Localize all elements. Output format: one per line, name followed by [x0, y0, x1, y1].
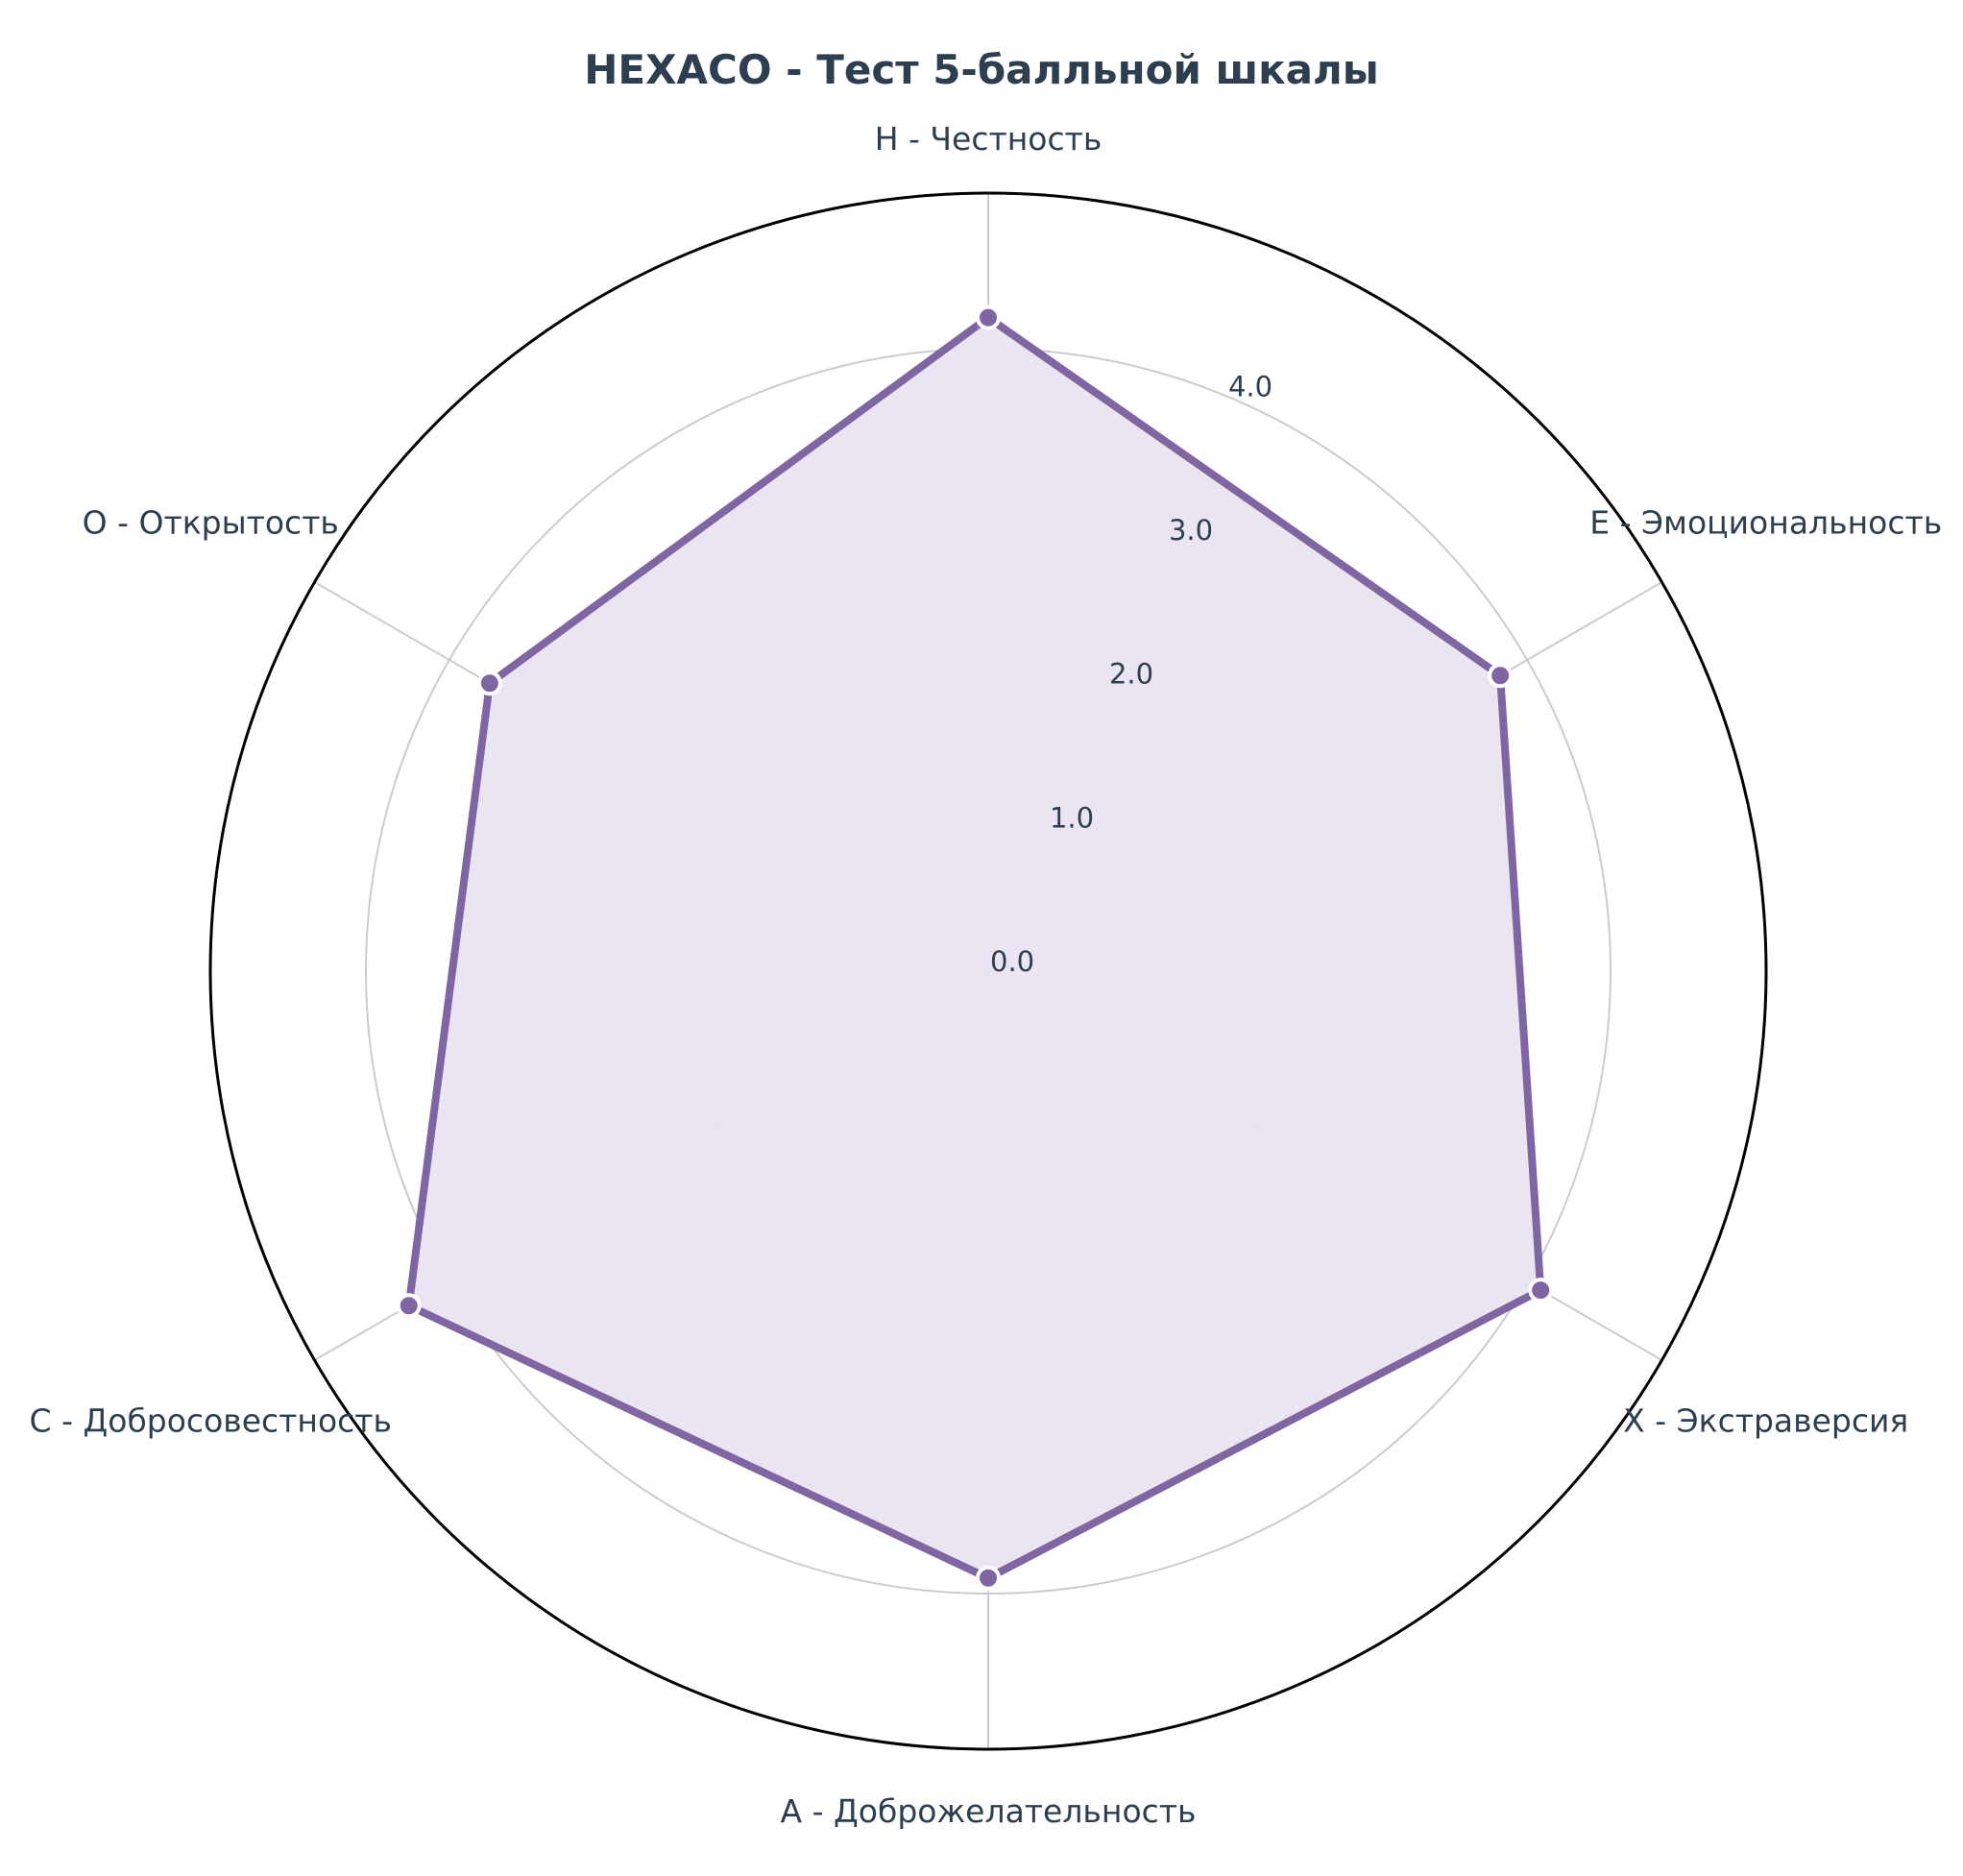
data-point-2: [1528, 1278, 1554, 1303]
axis-label-4: C - Добросовестность: [30, 1402, 392, 1440]
axis-label-0: H - Честность: [875, 120, 1103, 158]
label-layer: 0.0 1.0 2.0 3.0 4.0 H - Честность E - Эмоциона…: [30, 120, 1943, 1830]
series-area: [408, 317, 1541, 1578]
r-tick-label-4: 4.0: [1228, 370, 1272, 402]
data-point-0: [976, 305, 1001, 330]
r-tick-label-3: 3.0: [1169, 514, 1213, 547]
r-tick-label-0: 0.0: [990, 945, 1034, 978]
r-tick-label-1: 1.0: [1050, 801, 1094, 834]
series-layer: [396, 305, 1554, 1591]
data-point-1: [1488, 663, 1514, 689]
outer-ring: [208, 191, 1768, 1751]
axis-label-3: A - Доброжелательность: [781, 1792, 1197, 1830]
data-point-4: [396, 1293, 422, 1319]
r-tick-label-2: 2.0: [1109, 658, 1153, 691]
data-point-3: [976, 1565, 1001, 1591]
data-point-5: [476, 670, 502, 696]
axis-label-1: E - Эмоциональность: [1589, 504, 1942, 542]
axis-label-5: O - Открытость: [83, 504, 339, 542]
chart-title: HEXACO - Тест 5-балльной шкалы: [584, 46, 1379, 93]
axis-label-2: X - Экстраверсия: [1623, 1402, 1908, 1440]
